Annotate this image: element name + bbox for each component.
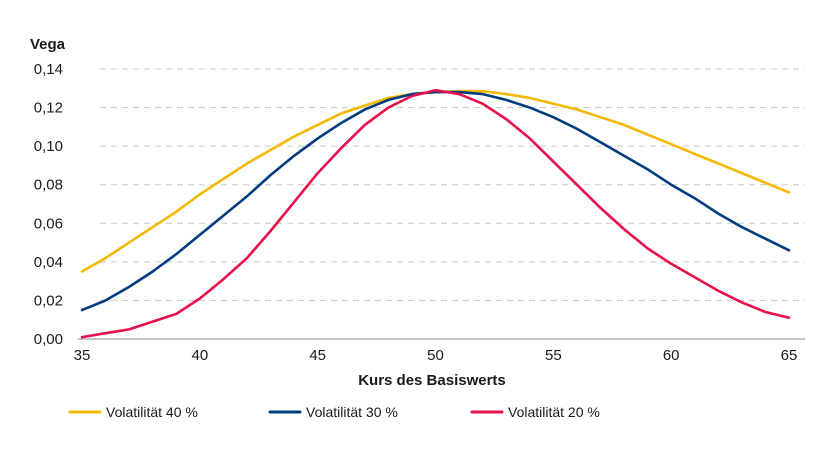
x-tick-label: 35 (74, 347, 91, 364)
grid (100, 68, 805, 301)
y-tick-label: 0,02 (34, 292, 63, 309)
y-tick-label: 0,06 (34, 215, 63, 232)
legend-label: Volatilität 20 % (508, 404, 600, 420)
y-tick-label: 0,00 (34, 331, 63, 348)
x-tick-label: 55 (545, 347, 562, 364)
series-line-2 (80, 90, 791, 312)
x-tick-label: 45 (309, 347, 326, 364)
legend-label: Volatilität 40 % (106, 404, 198, 420)
y-axis-ticks: 0,00 0,02 0,04 0,06 0,08 0,10 0,12 0,14 (34, 61, 63, 348)
y-tick-label: 0,12 (34, 100, 63, 117)
series-line-3 (80, 88, 791, 339)
x-tick-label: 50 (427, 347, 444, 364)
legend: Volatilität 40 % Volatilität 30 % Volatili… (68, 404, 600, 420)
legend-label: Volatilität 30 % (306, 404, 398, 420)
x-tick-label: 65 (781, 347, 798, 364)
y-tick-label: 0,14 (34, 61, 63, 78)
y-axis-title: Vega (30, 36, 66, 53)
series-lines (80, 88, 791, 339)
y-tick-label: 0,04 (34, 254, 63, 271)
x-axis-ticks: 35 40 45 50 55 60 65 (74, 347, 798, 364)
x-tick-label: 60 (663, 347, 680, 364)
x-tick-label: 40 (191, 347, 208, 364)
x-axis-title: Kurs des Basiswerts (358, 372, 506, 389)
y-tick-label: 0,08 (34, 177, 63, 194)
y-tick-label: 0,10 (34, 138, 63, 155)
